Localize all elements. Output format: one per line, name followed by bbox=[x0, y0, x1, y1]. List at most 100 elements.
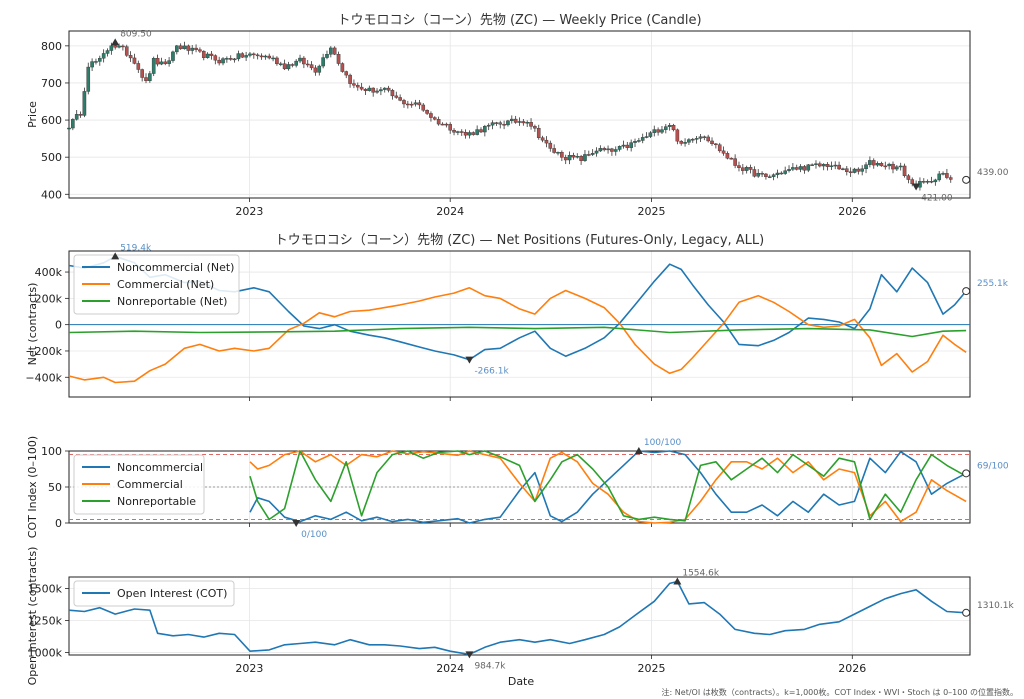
candle-body bbox=[175, 45, 179, 53]
candle-body bbox=[921, 181, 926, 183]
candle-body bbox=[929, 181, 934, 183]
candle-body bbox=[613, 149, 618, 152]
candle-body bbox=[252, 53, 256, 56]
candle-body bbox=[525, 122, 530, 124]
candle-body bbox=[779, 172, 784, 175]
candle-body bbox=[829, 165, 834, 167]
candle-body bbox=[906, 175, 911, 180]
candle-body bbox=[359, 86, 364, 90]
candle-body bbox=[717, 144, 722, 152]
candle-body bbox=[760, 173, 764, 175]
candle-body bbox=[787, 169, 791, 171]
candle-body bbox=[124, 46, 129, 56]
candle-body bbox=[698, 136, 703, 139]
min-annotation: -266.1k bbox=[474, 367, 509, 377]
y-tick-label: 1500k bbox=[28, 583, 63, 596]
candle-body bbox=[821, 164, 826, 167]
candle-body bbox=[771, 174, 776, 177]
candle-body bbox=[814, 163, 818, 165]
candle-body bbox=[336, 54, 341, 64]
candle-body bbox=[305, 63, 310, 66]
candle-body bbox=[248, 53, 252, 56]
candle-body bbox=[560, 152, 564, 158]
y-axis-label: Open Interest (contracts) bbox=[26, 547, 39, 686]
last-annotation: 255.1k bbox=[977, 279, 1009, 289]
candle-body bbox=[340, 63, 345, 72]
candle-body bbox=[895, 166, 899, 170]
candle-body bbox=[463, 132, 468, 136]
legend-label: Commercial bbox=[117, 478, 183, 491]
candle-body bbox=[536, 128, 541, 138]
series-line-open-interest-cot bbox=[68, 580, 967, 656]
candle-body bbox=[332, 47, 337, 55]
candle-body bbox=[113, 45, 118, 48]
candle-body bbox=[375, 90, 379, 93]
candle-body bbox=[313, 67, 318, 73]
candle-body bbox=[448, 124, 452, 131]
candle-body bbox=[490, 122, 495, 126]
candle-body bbox=[390, 90, 395, 97]
candle-body bbox=[467, 132, 472, 136]
max-annotation: 100/100 bbox=[644, 438, 682, 448]
candle-body bbox=[744, 167, 749, 171]
candle-body bbox=[382, 87, 387, 90]
last-marker bbox=[962, 608, 971, 617]
candle-body bbox=[355, 85, 360, 88]
max-annotation: 809.50 bbox=[120, 29, 152, 39]
candle-body bbox=[714, 143, 718, 146]
candle-body bbox=[255, 54, 260, 57]
candle-body bbox=[656, 129, 660, 133]
candle-body bbox=[413, 102, 418, 105]
y-tick-label: 500 bbox=[41, 151, 62, 164]
candle-body bbox=[925, 181, 930, 183]
candle-body bbox=[937, 173, 941, 181]
candle-body bbox=[440, 123, 445, 126]
last-annotation: 1310.1k bbox=[977, 601, 1014, 611]
candle-body bbox=[321, 57, 325, 67]
x-tick-label: 2024 bbox=[436, 662, 464, 675]
candle-body bbox=[841, 168, 845, 170]
candle-body bbox=[948, 177, 953, 180]
candle-body bbox=[502, 124, 506, 126]
legend-box bbox=[73, 454, 205, 515]
candle-body bbox=[629, 142, 633, 148]
price-candle-panel: 2023 2024 2025 2026 400 500 600 700 800 Price トウモロ… bbox=[26, 13, 1009, 218]
candle-body bbox=[748, 167, 753, 170]
candle-body bbox=[190, 47, 195, 51]
candle-body bbox=[521, 121, 526, 124]
candle-body bbox=[232, 58, 237, 61]
candle-body bbox=[363, 88, 368, 91]
candle-body bbox=[371, 87, 375, 93]
candle-body bbox=[236, 53, 241, 60]
candle-body bbox=[186, 45, 191, 51]
candle-body bbox=[652, 129, 657, 133]
candle-body bbox=[848, 171, 853, 173]
candle-body bbox=[278, 63, 283, 65]
candle-body bbox=[775, 172, 780, 175]
candle-body bbox=[783, 170, 787, 174]
candle-body bbox=[590, 153, 595, 155]
candle-body bbox=[132, 57, 137, 64]
last-marker bbox=[962, 287, 971, 296]
candle-body bbox=[606, 148, 610, 151]
candle-body bbox=[683, 142, 687, 144]
candle-body bbox=[159, 61, 164, 65]
candle-body bbox=[498, 122, 503, 125]
candle-body bbox=[856, 168, 861, 172]
candle-body bbox=[402, 100, 406, 105]
candle-body bbox=[902, 165, 907, 176]
candle-body bbox=[367, 87, 372, 91]
max-annotation: 1554.6k bbox=[682, 569, 719, 579]
candle-body bbox=[244, 55, 248, 58]
candle-body bbox=[344, 71, 349, 76]
y-tick-label: 700 bbox=[41, 77, 62, 90]
candle-body bbox=[421, 104, 426, 111]
x-tick-label: 2026 bbox=[838, 205, 866, 218]
legend-label: Open Interest (COT) bbox=[117, 587, 227, 600]
legend-box bbox=[73, 580, 235, 607]
candle-body bbox=[221, 58, 225, 64]
candle-body bbox=[548, 142, 553, 149]
y-tick-label: 800 bbox=[41, 40, 62, 53]
candle-body bbox=[868, 160, 872, 165]
candle-body bbox=[151, 58, 156, 74]
